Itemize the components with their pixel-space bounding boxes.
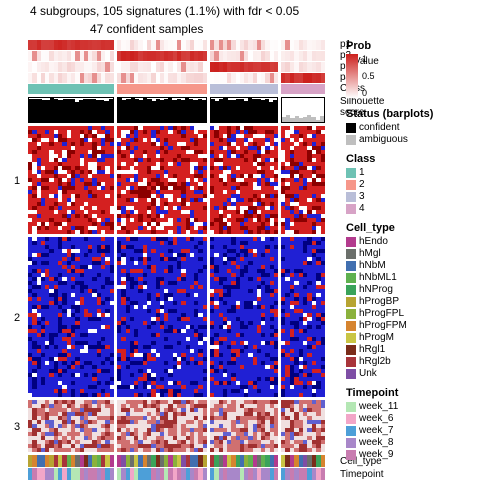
legend-item: hProgFPM <box>346 320 500 331</box>
silhouette-track <box>28 97 338 123</box>
legend-item: hNProg <box>346 284 500 295</box>
heatmap-area: p1p2p3p4ValueClassSilhouettescoreCell_ty… <box>28 40 338 492</box>
legend-item: week_9 <box>346 449 500 460</box>
title-line-1: 4 subgroups, 105 signatures (1.1%) with … <box>30 4 299 18</box>
legend-timepoint: Timepoint week_11week_6week_7week_8week_… <box>346 387 500 460</box>
heatmap-row-3 <box>28 400 338 452</box>
legend-item: week_8 <box>346 437 500 448</box>
legend-item: 4 <box>346 203 500 214</box>
p-track-p3 <box>28 62 338 72</box>
title-line-2: 47 confident samples <box>90 22 203 36</box>
legend-item: hProgBP <box>346 296 500 307</box>
row-label-3: 3 <box>14 421 20 433</box>
legend-item: hEndo <box>346 236 500 247</box>
legend-celltype: Cell_type hEndohMglhNbMhNbML1hNProghProg… <box>346 222 500 379</box>
row-label-1: 1 <box>14 175 20 187</box>
bottom-track-cell_type <box>28 455 338 467</box>
heatmap-row-2 <box>28 237 338 397</box>
prob-gradient <box>346 54 358 98</box>
legend-item: week_6 <box>346 413 500 424</box>
heatmap-row-1 <box>28 126 338 234</box>
legend-item: Unk <box>346 368 500 379</box>
legend-class: Class 1234 <box>346 153 500 214</box>
p-track-p4 <box>28 73 338 83</box>
legend-item: week_7 <box>346 425 500 436</box>
legend-item: hNbML1 <box>346 272 500 283</box>
bottom-track-timepoint <box>28 468 338 480</box>
legend-item: confident <box>346 122 500 133</box>
legend-status: Status (barplots) confidentambiguous <box>346 108 500 145</box>
row-label-2: 2 <box>14 312 20 324</box>
legend-item: hRgl1 <box>346 344 500 355</box>
legend-item: hProgM <box>346 332 500 343</box>
legend-item: ambiguous <box>346 134 500 145</box>
legend-item: 3 <box>346 191 500 202</box>
legend-item: 2 <box>346 179 500 190</box>
legend-item: hProgFPL <box>346 308 500 319</box>
legend-item: week_11 <box>346 401 500 412</box>
legend-item: hNbM <box>346 260 500 271</box>
label-timepoint: Timepoint <box>340 469 384 480</box>
legend-panel: Prob 10.50 Status (barplots) confidentam… <box>346 40 500 468</box>
p-track-p2 <box>28 51 338 61</box>
p-track-p1 <box>28 40 338 50</box>
legend-item: hRgl2b <box>346 356 500 367</box>
legend-prob: Prob 10.50 <box>346 40 500 100</box>
legend-item: 1 <box>346 167 500 178</box>
class-track <box>28 84 338 94</box>
legend-item: hMgl <box>346 248 500 259</box>
